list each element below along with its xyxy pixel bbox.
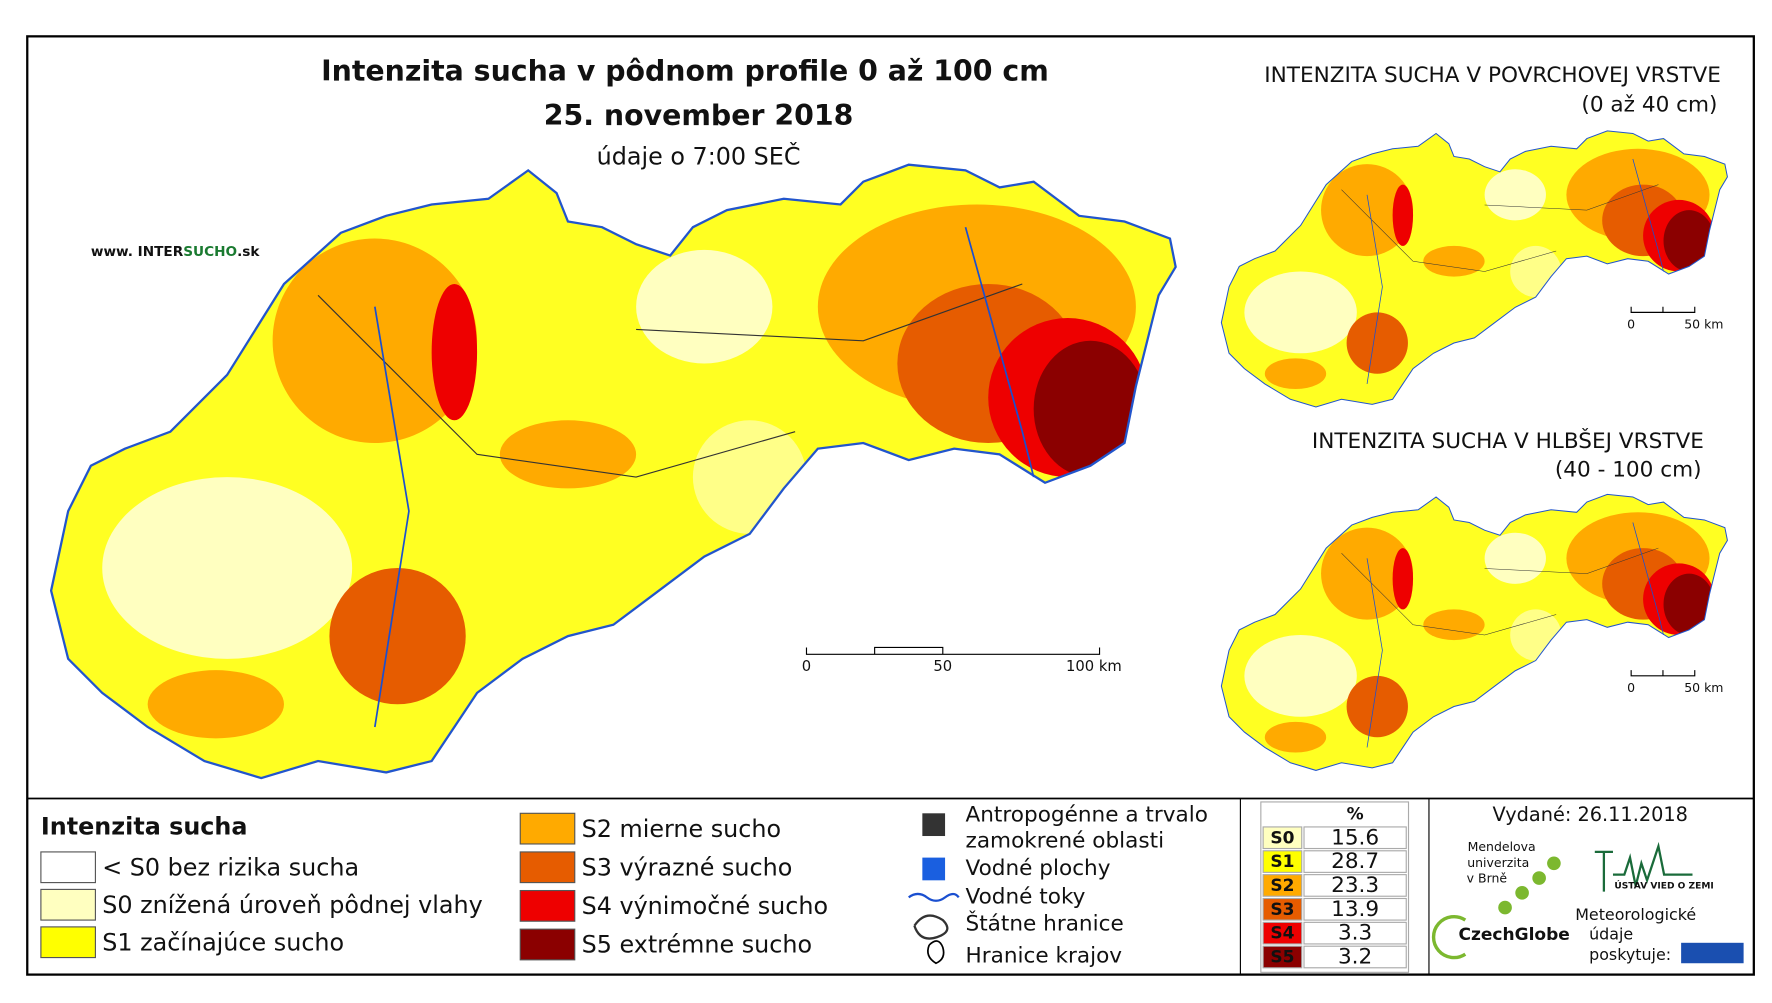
table-cell [1303,850,1407,873]
symbol-label: Antropogénne a trvalo [966,803,1208,828]
legend-label: S5 extrémne sucho [582,931,812,959]
table-class: S2 [1270,876,1294,896]
symbol-label: Vodné plochy [966,856,1111,881]
table-value: 15.6 [1331,825,1379,850]
mendel: Mendelova [1468,839,1536,854]
symbol-label: zamokrené oblasti [966,829,1165,854]
date: 25. november 2018 [544,99,854,132]
inset-title: (40 - 100 cm) [1555,457,1702,482]
legend-swatch [519,851,576,884]
table-class: S5 [1270,948,1294,968]
table-cell [1262,874,1303,897]
table-class: S3 [1270,900,1294,920]
table-cell [1303,897,1407,921]
legend-label: S1 začínajúce sucho [102,928,344,956]
legend-swatch [519,889,576,922]
symbol-label: Hranice krajov [966,943,1123,968]
symbol-label: Vodné toky [966,884,1086,909]
scale-label: 50 km [1684,680,1723,695]
legend-swatch [40,851,96,884]
inset-title: INTENZITA SUCHA V HLBŠEJ VRSTVE [1312,428,1704,454]
table-cell [1303,921,1407,945]
legend-label: S3 výrazné sucho [582,853,793,881]
time: údaje o 7:00 SEČ [597,142,801,170]
website-part: www. INTER [91,244,184,260]
table-frame [1260,801,1410,973]
issued: Vydané: 26.11.2018 [1493,803,1688,826]
table-value: 3.3 [1338,921,1372,946]
mendel: v Brně [1467,871,1508,886]
symbol-label: Štátne hranice [966,911,1124,937]
table-cell [1262,826,1303,850]
table-class: S1 [1270,852,1294,872]
table-cell [1262,921,1303,945]
table-cell [1303,874,1407,897]
table-value: 3.2 [1338,945,1372,970]
legend-swatch [40,926,96,959]
table: % S0 15.6 S1 28.7 S2 23.3 S3 13.9 S4 3.3 S5 3.2 [1260,801,1410,973]
table-header: % [1347,804,1364,824]
shmu-logo [1681,942,1744,964]
table-value: 23.3 [1331,873,1379,898]
mendel: univerzita [1467,855,1529,870]
shmu: údaje [1589,924,1633,943]
legend-label: S2 mierne sucho [582,815,782,843]
shmu: poskytuje: [1589,945,1671,964]
logo-seismo [1594,841,1693,892]
scale-label: 100 km [1066,658,1122,675]
legend-swatch [519,812,576,845]
table-cell [1303,826,1407,850]
table-cell [1262,897,1303,921]
table-cell [1262,945,1303,969]
scale-label: 0 [1627,316,1635,331]
table-value: 13.9 [1331,897,1379,922]
symbol-icons [908,813,960,965]
title: Intenzita sucha v pôdnom profile 0 až 10… [321,55,1049,88]
legend-label: < S0 bez rizika sucha [102,853,359,881]
legend-title: Intenzita sucha [41,813,248,841]
scale-label: 0 [1627,680,1635,695]
website: www. INTERSUCHO.sk [91,244,261,260]
table-class: S4 [1270,924,1294,944]
inset-scale [1630,306,1696,313]
czechglobe: CzechGlobe [1458,925,1569,945]
website-part: SUCHO [183,244,237,260]
scale-label: 0 [802,658,811,675]
inset-title: (0 až 40 cm) [1581,93,1717,118]
legend-label: S4 výnimočné sucho [582,892,828,920]
shmu: Meteorologické [1575,905,1696,924]
legend-swatch [40,888,96,921]
legend-label: S0 znížená úroveň pôdnej vlahy [102,891,483,919]
table-value: 28.7 [1331,849,1379,874]
inset-title: INTENZITA SUCHA V POVRCHOVEJ VRSTVE [1264,63,1721,88]
inset-scale [1630,670,1696,677]
ustav: ÚSTAV VIED O ZEMI [1614,880,1713,892]
main-scale [805,646,1101,655]
table-cell [1303,945,1407,969]
logo-dots [1498,856,1561,915]
legend-swatch [519,928,576,961]
website-part: .sk [237,244,260,260]
logo-arc [1431,914,1467,960]
scale-label: 50 km [1684,316,1723,331]
scale-label: 50 [933,658,952,675]
table-class: S0 [1270,828,1294,848]
table-cell [1262,850,1303,873]
legend: < S0 bez rizika sucha S0 znížená úroveň p… [40,812,828,961]
